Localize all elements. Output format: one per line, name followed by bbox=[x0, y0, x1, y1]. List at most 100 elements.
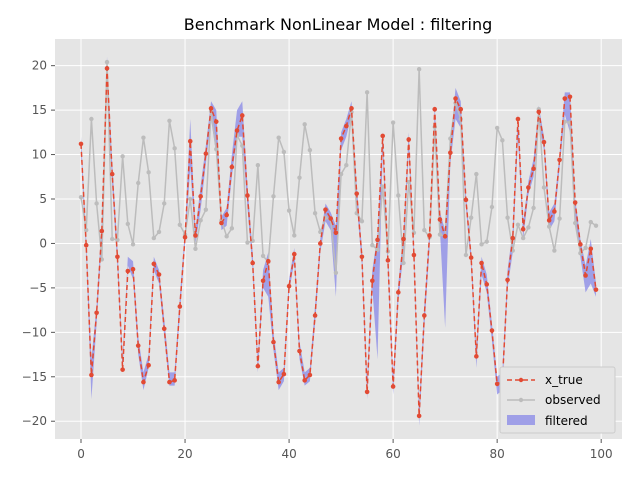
y-tick-label: 5 bbox=[39, 192, 47, 206]
x-true-point bbox=[193, 233, 198, 238]
x-true-point bbox=[182, 234, 188, 240]
x-true-point bbox=[271, 339, 276, 345]
legend: x_true observed filtered bbox=[499, 366, 616, 434]
x-true-point bbox=[312, 313, 318, 318]
observed-point bbox=[370, 243, 375, 248]
observed-point bbox=[136, 180, 141, 186]
x-true-point bbox=[526, 185, 531, 190]
observed-point bbox=[396, 193, 401, 198]
x-tick-label: 100 bbox=[590, 447, 613, 461]
x-true-point bbox=[83, 242, 89, 248]
x-true-point bbox=[416, 413, 422, 419]
observed-point bbox=[229, 226, 235, 231]
x-true-point bbox=[239, 113, 245, 118]
observed-point bbox=[156, 229, 162, 235]
x-true-point bbox=[427, 233, 432, 238]
x-true-point bbox=[146, 362, 151, 368]
x-true-point bbox=[401, 236, 406, 242]
x-true-point bbox=[411, 252, 417, 258]
x-true-point bbox=[109, 171, 115, 177]
x-true-point bbox=[489, 328, 495, 333]
observed-point bbox=[151, 235, 157, 241]
x-true-point bbox=[338, 136, 344, 141]
observed-point bbox=[562, 119, 567, 124]
observed-point bbox=[307, 147, 313, 153]
x-true-point bbox=[125, 268, 131, 274]
x-true-point bbox=[588, 246, 594, 252]
observed-point bbox=[84, 227, 89, 233]
x-true-point bbox=[177, 304, 183, 309]
tick-labels-layer: 0 20 40 60 80 100 −20 −15 −10 −5 0 5 10 15 20 bbox=[22, 59, 613, 461]
x-true-point bbox=[333, 230, 339, 236]
observed-point bbox=[583, 245, 588, 251]
x-true-point bbox=[370, 278, 375, 284]
observed-point bbox=[162, 201, 167, 206]
x-true-point bbox=[349, 106, 354, 111]
x-true-point bbox=[463, 197, 469, 203]
x-tick-label: 20 bbox=[177, 447, 192, 461]
observed-point bbox=[177, 222, 183, 227]
x-true-point bbox=[406, 137, 412, 142]
legend-label-filtered: filtered bbox=[545, 414, 588, 428]
x-true-point bbox=[546, 218, 552, 223]
observed-point bbox=[401, 260, 406, 266]
x-true-point bbox=[161, 326, 167, 332]
x-true-point bbox=[281, 371, 287, 377]
x-true-point bbox=[468, 255, 474, 260]
x-true-point bbox=[307, 372, 313, 378]
x-true-point bbox=[385, 258, 391, 263]
x-true-point bbox=[323, 207, 328, 212]
x-true-point bbox=[265, 258, 271, 264]
observed-point bbox=[104, 59, 110, 65]
chart-title: Benchmark NonLinear Model : filtering bbox=[184, 15, 493, 34]
x-true-point bbox=[276, 379, 281, 385]
observed-point bbox=[94, 201, 99, 206]
x-true-point bbox=[437, 217, 443, 222]
x-true-point bbox=[172, 378, 177, 383]
observed-point bbox=[78, 195, 84, 200]
x-true-point bbox=[245, 193, 250, 198]
observed-point bbox=[375, 247, 380, 252]
x-tick-label: 80 bbox=[490, 447, 505, 461]
x-true-point bbox=[260, 278, 266, 284]
x-true-series-layer bbox=[78, 66, 599, 419]
observed-point bbox=[260, 253, 266, 259]
y-tick-label: −20 bbox=[22, 414, 47, 428]
observed-point bbox=[593, 223, 599, 228]
observed-point bbox=[297, 175, 302, 180]
x-true-point bbox=[432, 106, 438, 112]
x-true-point bbox=[99, 228, 105, 234]
observed-point bbox=[526, 225, 531, 230]
x-true-point bbox=[208, 106, 214, 111]
x-tick-label: 40 bbox=[281, 447, 296, 461]
x-true-point bbox=[328, 216, 333, 221]
observed-point bbox=[541, 185, 547, 190]
x-true-point bbox=[572, 200, 578, 205]
x-true-point bbox=[479, 260, 484, 266]
observed-point bbox=[422, 227, 427, 233]
observed-point bbox=[146, 170, 151, 175]
observed-point bbox=[531, 205, 536, 211]
x-true-point bbox=[484, 282, 490, 287]
x-true-point bbox=[536, 109, 542, 115]
observed-point bbox=[474, 171, 479, 177]
x-true-point bbox=[448, 150, 453, 156]
x-true-point bbox=[541, 139, 547, 145]
observed-point bbox=[214, 147, 219, 152]
y-tick-label: −15 bbox=[22, 370, 47, 384]
x-true-point bbox=[151, 261, 157, 267]
x-true-point bbox=[302, 378, 307, 383]
observed-point bbox=[468, 215, 474, 220]
y-tick-label: −10 bbox=[22, 325, 47, 339]
x-true-point bbox=[198, 194, 203, 199]
observed-point bbox=[312, 211, 318, 216]
x-true-point bbox=[494, 381, 500, 387]
observed-point bbox=[130, 242, 136, 247]
x-true-point bbox=[167, 379, 172, 385]
x-true-point bbox=[94, 310, 99, 316]
x-tick-label: 0 bbox=[77, 447, 85, 461]
observed-point bbox=[359, 219, 365, 224]
x-true-point bbox=[505, 277, 510, 283]
x-true-point bbox=[453, 96, 458, 101]
